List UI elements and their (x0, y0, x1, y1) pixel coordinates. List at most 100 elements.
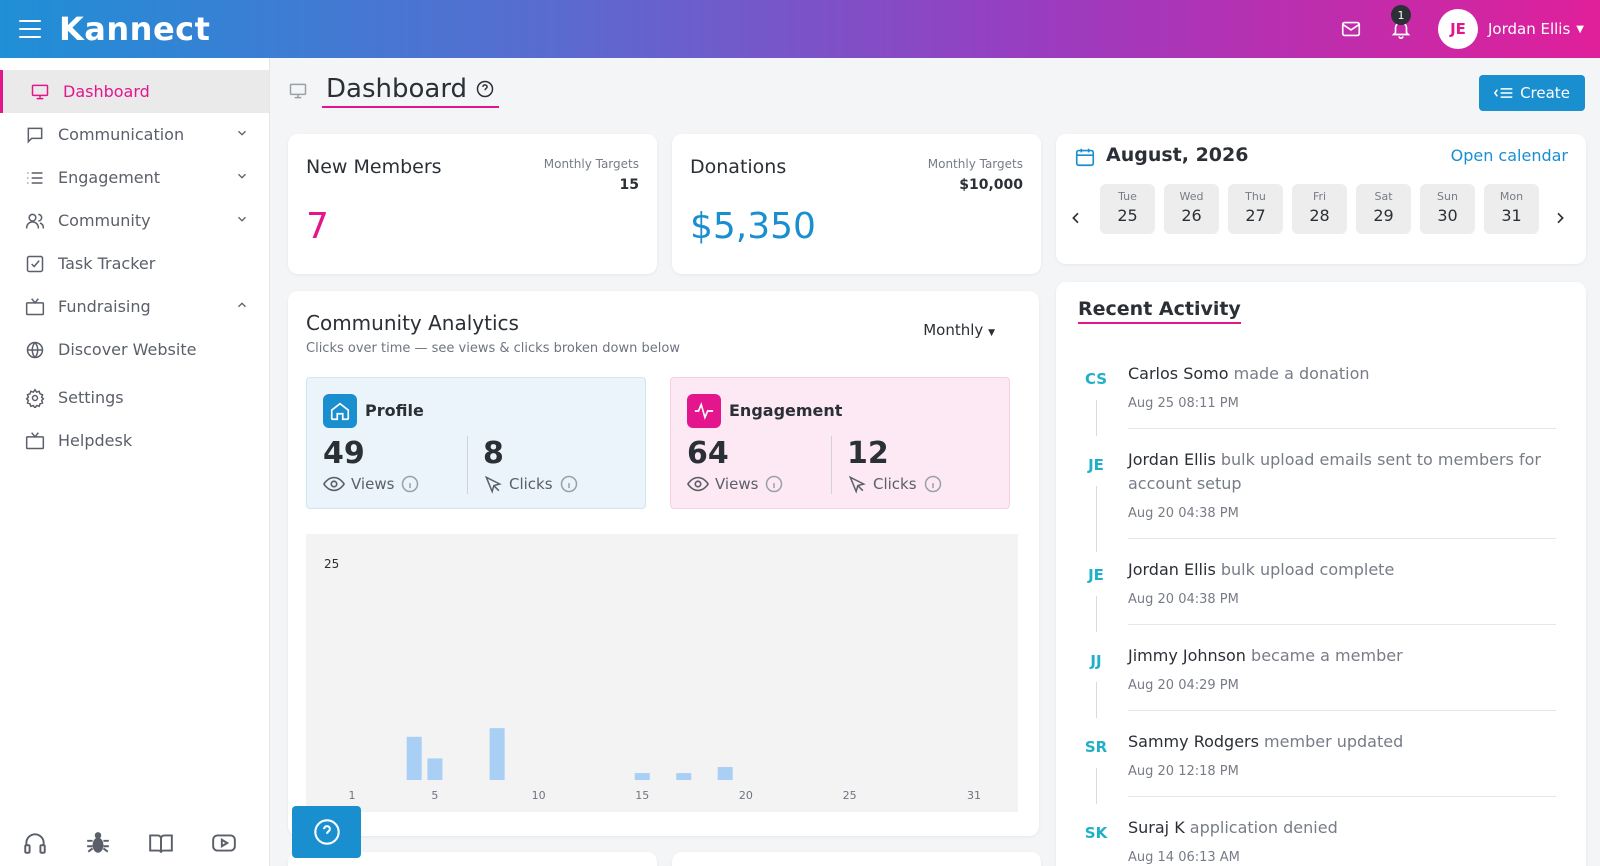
sidebar-item-task-tracker[interactable]: Task Tracker (0, 242, 269, 285)
calendar-day[interactable]: Sat 29 (1356, 184, 1411, 234)
info-icon[interactable] (764, 474, 784, 494)
activity-item[interactable]: JJ Jimmy Johnson became a member Aug 20 … (1056, 644, 1566, 732)
y-tick-label: 25 (324, 557, 339, 571)
brand-logo[interactable]: Kannect (59, 10, 211, 48)
sidebar-item-discover-website[interactable]: Discover Website (0, 328, 269, 371)
chevron-right-icon[interactable] (1552, 210, 1568, 226)
activity-text: Sammy Rodgers member updated (1128, 730, 1553, 754)
chevron-down-icon[interactable]: ▼ (1576, 23, 1584, 35)
help-icon[interactable] (475, 79, 495, 99)
top-bar: Kannect 1 JE Jordan Ellis ▼ (0, 0, 1600, 58)
profile-views-count: 49 (323, 436, 365, 471)
sidebar-item-settings[interactable]: Settings (0, 376, 269, 419)
globe-icon (24, 339, 46, 361)
monitor-icon (29, 81, 51, 103)
activity-user: Suraj K (1128, 818, 1185, 837)
activity-item[interactable]: JE Jordan Ellis bulk upload emails sent … (1056, 448, 1566, 560)
x-tick-label: 20 (739, 789, 753, 802)
divider (1128, 538, 1556, 539)
activity-text: Jordan Ellis bulk upload emails sent to … (1128, 448, 1553, 496)
day-number: 28 (1309, 206, 1330, 225)
sidebar-item-communication[interactable]: Communication (0, 113, 269, 156)
chart-bar[interactable] (406, 736, 422, 780)
activity-initials: JE (1088, 456, 1104, 474)
day-number: 31 (1501, 206, 1522, 225)
youtube-icon[interactable] (211, 830, 237, 856)
sidebar-item-dashboard[interactable]: Dashboard (0, 70, 269, 113)
engagement-metrics: Engagement 64 Views 12 Clicks (670, 377, 1010, 509)
book-icon[interactable] (148, 830, 174, 856)
views-text: Views (715, 475, 759, 493)
day-name: Fri (1312, 190, 1327, 203)
notification-badge: 1 (1391, 5, 1411, 25)
activity-item[interactable]: SR Sammy Rodgers member updated Aug 20 1… (1056, 730, 1566, 818)
activity-text: Carlos Somo made a donation (1128, 362, 1553, 386)
sidebar-item-label: Discover Website (58, 340, 197, 359)
timeline-line (1096, 768, 1097, 804)
caret-down-icon: ▼ (988, 328, 995, 338)
calendar-day[interactable]: Wed 26 (1164, 184, 1219, 234)
activity-action: became a member (1251, 646, 1403, 665)
sidebar-item-fundraising[interactable]: Fundraising (0, 285, 269, 328)
chart-bar[interactable] (676, 773, 692, 780)
calendar-day[interactable]: Fri 28 (1292, 184, 1347, 234)
home-icon (323, 394, 357, 428)
activity-item[interactable]: SK Suraj K application denied Aug 14 06:… (1056, 816, 1566, 866)
page-header: Dashboard (288, 74, 500, 108)
user-name[interactable]: Jordan Ellis (1488, 20, 1571, 38)
views-label: Views (687, 474, 784, 494)
period-dropdown[interactable]: Monthly ▼ (923, 321, 995, 339)
activity-action: application denied (1189, 818, 1338, 837)
engagement-label: Engagement (729, 401, 843, 420)
chart-bar[interactable] (427, 758, 443, 780)
sidebar-item-engagement[interactable]: Engagement (0, 156, 269, 199)
eye-icon (323, 476, 345, 492)
x-tick-label: 1 (349, 789, 356, 802)
calendar-day[interactable]: Sun 30 (1420, 184, 1475, 234)
profile-clicks-count: 8 (483, 436, 504, 471)
menu-icon[interactable] (19, 20, 41, 38)
chart-bar[interactable] (634, 773, 650, 780)
headset-icon[interactable] (22, 830, 48, 856)
day-number: 30 (1437, 206, 1458, 225)
page-title: Dashboard (322, 74, 500, 108)
target-value: $10,000 (959, 177, 1023, 193)
calendar-day[interactable]: Thu 27 (1228, 184, 1283, 234)
create-icon (1494, 88, 1513, 98)
activity-action: bulk upload emails sent to members for a… (1128, 450, 1541, 493)
calendar-month: August, 2026 (1106, 144, 1249, 166)
mail-icon[interactable] (1340, 18, 1362, 40)
period-label: Monthly (923, 321, 984, 339)
list-icon (24, 167, 46, 189)
notifications-button[interactable]: 1 (1390, 5, 1412, 41)
target-label: Monthly Targets (543, 157, 639, 171)
activity-user: Sammy Rodgers (1128, 732, 1259, 751)
info-icon[interactable] (923, 474, 943, 494)
page-title-text: Dashboard (326, 74, 468, 104)
activity-action: member updated (1264, 732, 1404, 751)
bug-icon[interactable] (85, 830, 111, 856)
eye-icon (687, 476, 709, 492)
sidebar-item-helpdesk[interactable]: Helpdesk (0, 419, 269, 462)
calendar-day[interactable]: Mon 31 (1484, 184, 1539, 234)
activity-item[interactable]: CS Carlos Somo made a donation Aug 25 08… (1056, 362, 1566, 450)
create-button[interactable]: Create (1479, 75, 1585, 111)
avatar[interactable]: JE (1438, 9, 1478, 49)
chart-bar[interactable] (717, 767, 733, 780)
create-button-label: Create (1520, 84, 1570, 102)
donations-value: $5,350 (690, 206, 816, 247)
chevron-left-icon[interactable] (1068, 210, 1084, 226)
sidebar-item-community[interactable]: Community (0, 199, 269, 242)
help-button[interactable] (292, 806, 361, 858)
profile-label: Profile (365, 401, 424, 420)
sidebar-item-label: Settings (58, 388, 124, 407)
open-calendar-link[interactable]: Open calendar (1450, 146, 1568, 165)
target-value: 15 (619, 177, 639, 193)
activity-item[interactable]: JE Jordan Ellis bulk upload complete Aug… (1056, 558, 1566, 646)
info-icon[interactable] (559, 474, 579, 494)
chart-bar[interactable] (489, 728, 505, 780)
info-icon[interactable] (400, 474, 420, 494)
tv-icon (24, 430, 46, 452)
day-number: 25 (1117, 206, 1138, 225)
calendar-day[interactable]: Tue 25 (1100, 184, 1155, 234)
